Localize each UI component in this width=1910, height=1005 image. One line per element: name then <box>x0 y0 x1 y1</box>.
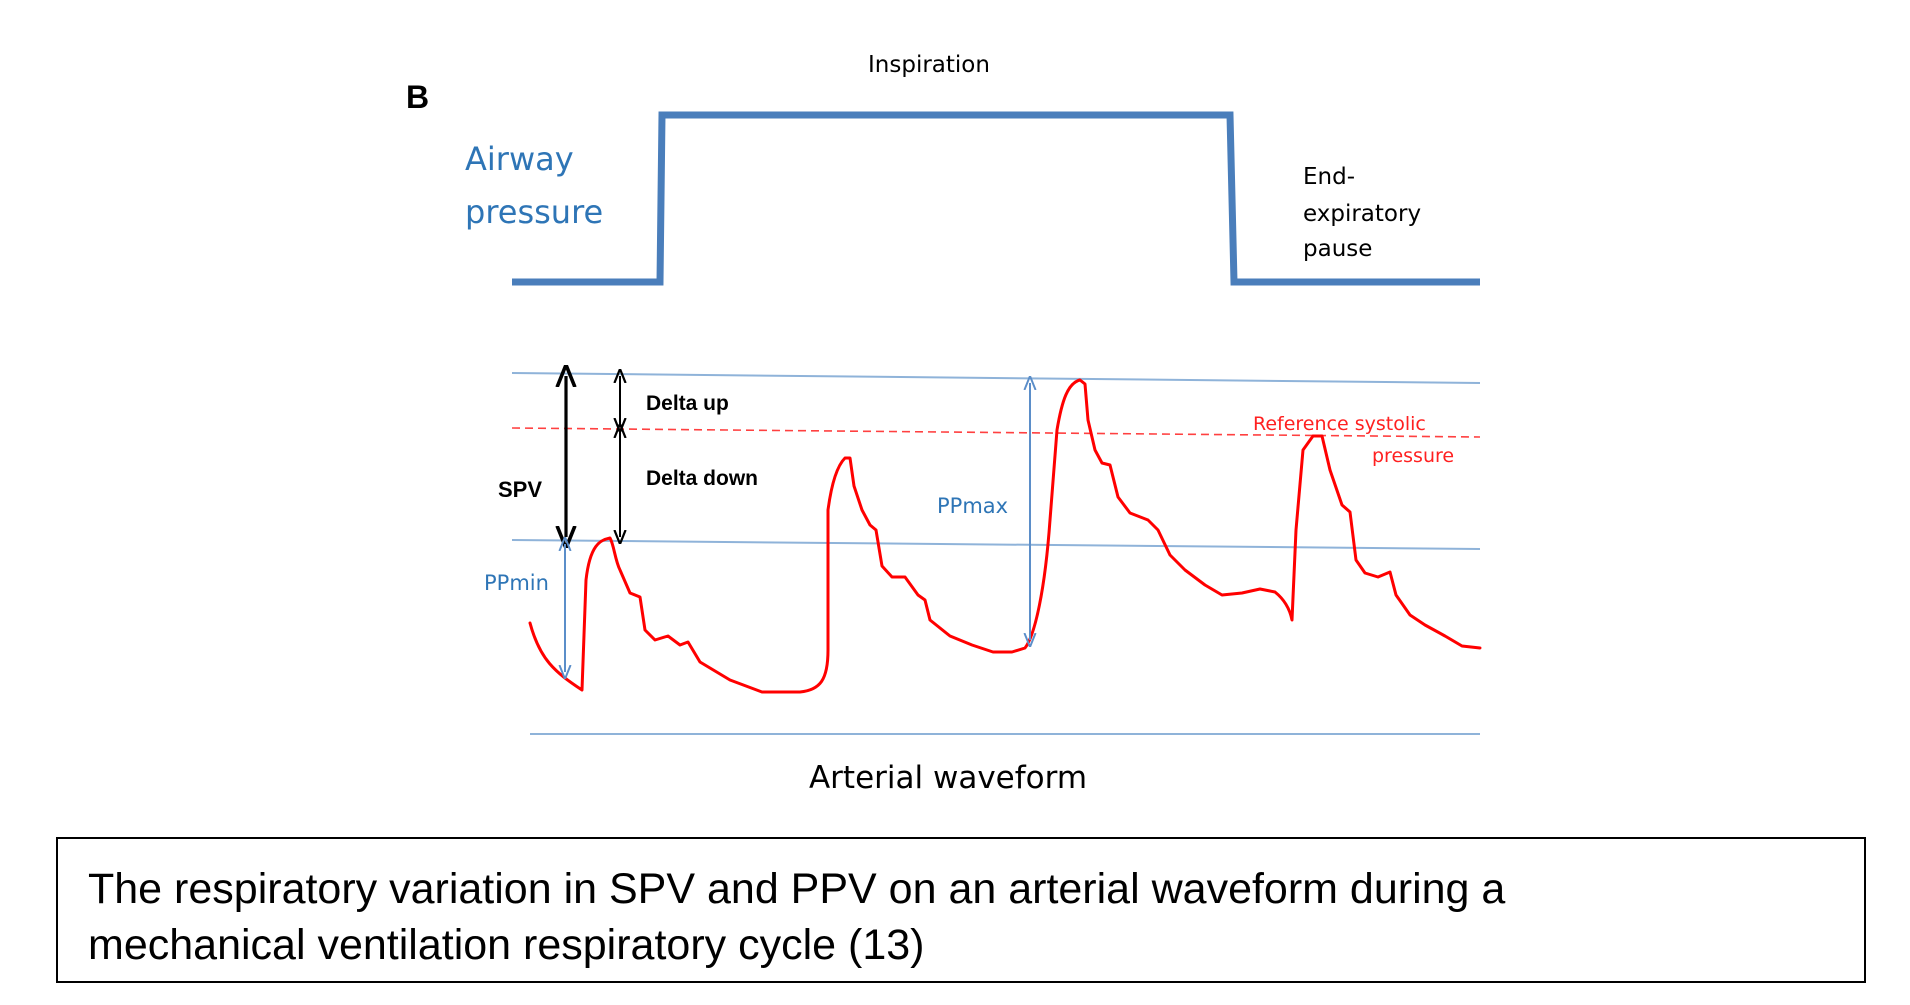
end-expiratory-label-line2: expiratory <box>1303 201 1421 227</box>
ppmin-label: PPmin <box>484 571 549 595</box>
min-systolic-line <box>511 539 1481 550</box>
reference-systolic-label-line1: Reference systolic <box>1253 413 1426 435</box>
spv-label: SPV <box>498 477 542 502</box>
panel-label: B <box>406 79 429 115</box>
max-systolic-line <box>511 372 1481 384</box>
arterial-waveform-title: Arterial waveform <box>809 760 1087 796</box>
caption-line1: The respiratory variation in SPV and PPV… <box>88 865 1506 913</box>
end-expiratory-label-line3: pause <box>1303 236 1372 262</box>
inspiration-label: Inspiration <box>868 52 990 78</box>
delta-up-label: Delta up <box>646 392 729 415</box>
airway-pressure-title-line1: Airway <box>465 140 574 178</box>
reference-systolic-label-line2: pressure <box>1372 445 1454 467</box>
caption-box: The respiratory variation in SPV and PPV… <box>56 837 1866 983</box>
ppmax-label: PPmax <box>937 494 1008 518</box>
arterial-waveform <box>528 378 1482 694</box>
delta-down-label: Delta down <box>646 467 758 490</box>
airway-pressure-waveform <box>512 111 1480 286</box>
airway-pressure-title-line2: pressure <box>465 193 603 231</box>
end-expiratory-label-line1: End- <box>1303 164 1355 190</box>
caption-line2: mechanical ventilation respiratory cycle… <box>88 921 925 969</box>
